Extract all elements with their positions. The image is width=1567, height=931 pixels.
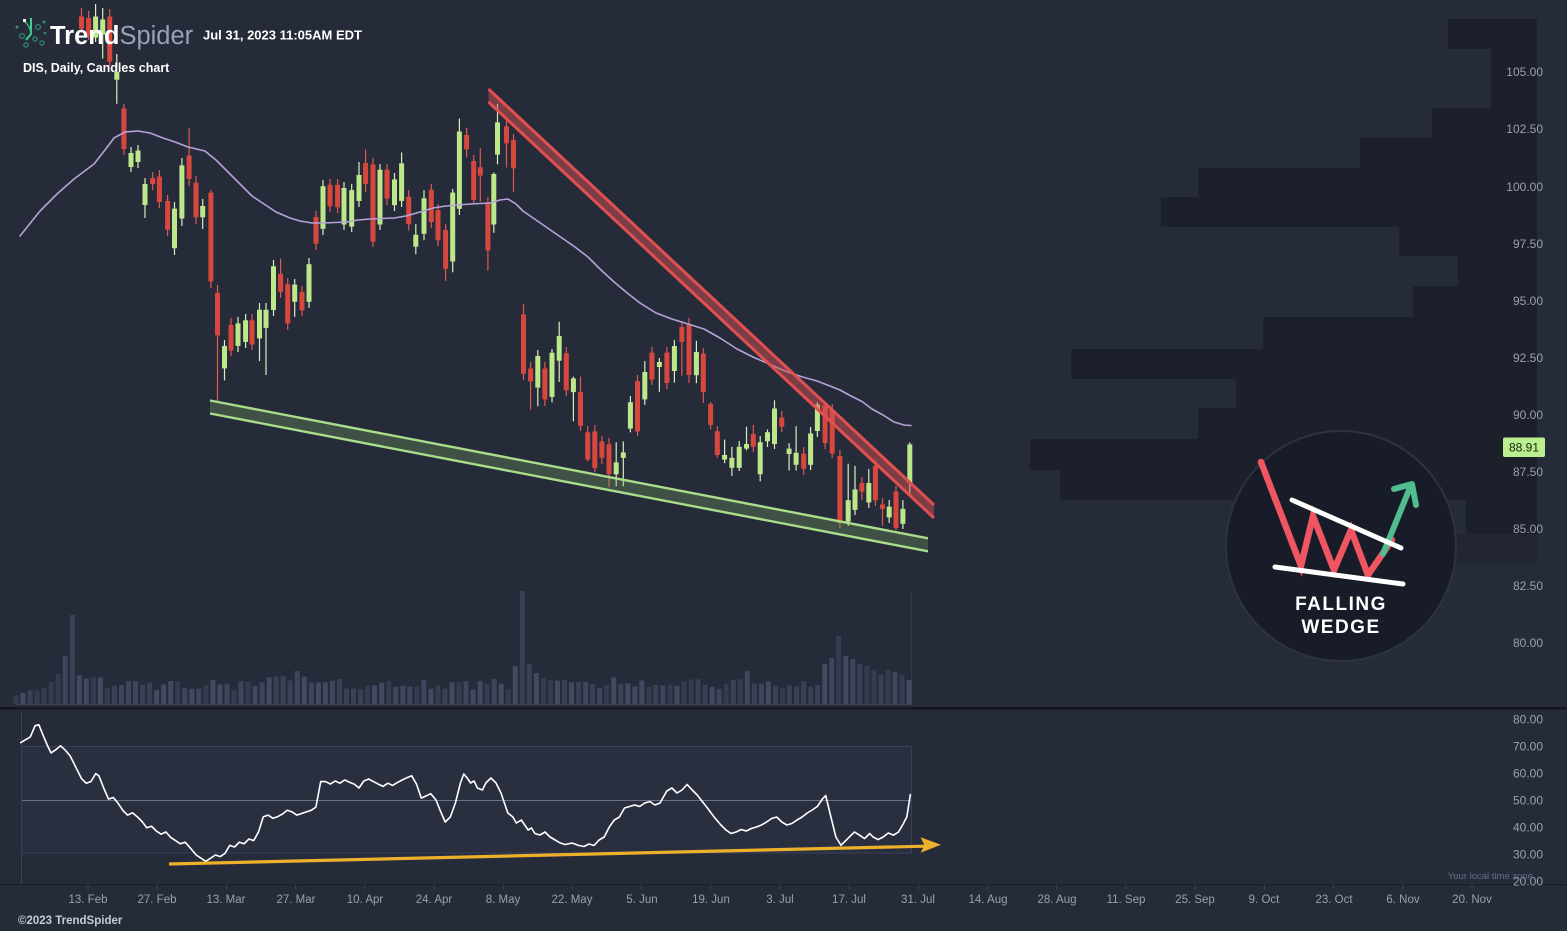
- svg-text:23. Oct: 23. Oct: [1315, 894, 1353, 906]
- svg-text:9. Oct: 9. Oct: [1249, 894, 1280, 906]
- svg-text:10. Apr: 10. Apr: [347, 894, 384, 906]
- svg-text:100.00: 100.00: [1506, 180, 1543, 194]
- svg-text:40.00: 40.00: [1513, 821, 1543, 835]
- svg-text:6. Nov: 6. Nov: [1386, 894, 1419, 906]
- svg-text:8. May: 8. May: [486, 894, 521, 906]
- svg-text:90.00: 90.00: [1513, 408, 1543, 422]
- svg-text:13. Feb: 13. Feb: [69, 894, 108, 906]
- svg-text:22. May: 22. May: [552, 894, 593, 906]
- svg-text:DIS, Daily, Candles chart: DIS, Daily, Candles chart: [23, 61, 170, 75]
- svg-text:30.00: 30.00: [1513, 848, 1543, 862]
- svg-text:FALLING: FALLING: [1295, 594, 1387, 615]
- svg-text:24. Apr: 24. Apr: [416, 894, 453, 906]
- svg-text:97.50: 97.50: [1513, 237, 1543, 251]
- svg-text:50.00: 50.00: [1513, 794, 1543, 808]
- svg-text:105.00: 105.00: [1506, 65, 1543, 79]
- svg-text:88.91: 88.91: [1509, 441, 1539, 455]
- svg-text:20. Nov: 20. Nov: [1452, 894, 1492, 906]
- svg-text:87.50: 87.50: [1513, 465, 1543, 479]
- svg-text:80.00: 80.00: [1513, 636, 1543, 650]
- svg-text:20.00: 20.00: [1513, 875, 1543, 889]
- svg-text:11. Sep: 11. Sep: [1107, 894, 1146, 906]
- svg-text:25. Sep: 25. Sep: [1175, 894, 1215, 906]
- svg-text:13. Mar: 13. Mar: [207, 894, 246, 906]
- svg-text:95.00: 95.00: [1513, 294, 1543, 308]
- svg-text:Your local time zone: Your local time zone: [1448, 871, 1533, 882]
- svg-text:©2023 TrendSpider: ©2023 TrendSpider: [18, 915, 123, 927]
- svg-text:Jul 31, 2023 11:05AM EDT: Jul 31, 2023 11:05AM EDT: [203, 28, 362, 43]
- svg-text:5. Jun: 5. Jun: [626, 894, 657, 906]
- svg-text:82.50: 82.50: [1513, 579, 1543, 593]
- svg-text:70.00: 70.00: [1513, 740, 1543, 754]
- svg-text:19. Jun: 19. Jun: [692, 894, 730, 906]
- svg-text:WEDGE: WEDGE: [1301, 617, 1380, 638]
- svg-text:3. Jul: 3. Jul: [766, 894, 794, 906]
- svg-text:27. Feb: 27. Feb: [138, 894, 177, 906]
- svg-text:28. Aug: 28. Aug: [1037, 894, 1076, 906]
- svg-text:102.50: 102.50: [1506, 122, 1543, 136]
- svg-text:27. Mar: 27. Mar: [277, 894, 316, 906]
- svg-text:60.00: 60.00: [1513, 767, 1543, 781]
- svg-text:80.00: 80.00: [1513, 713, 1543, 727]
- svg-text:31. Jul: 31. Jul: [901, 894, 935, 906]
- svg-text:85.00: 85.00: [1513, 522, 1543, 536]
- svg-text:92.50: 92.50: [1513, 351, 1543, 365]
- svg-text:17. Jul: 17. Jul: [832, 894, 866, 906]
- svg-text:TrendSpider: TrendSpider: [50, 22, 194, 50]
- svg-text:14. Aug: 14. Aug: [968, 894, 1007, 906]
